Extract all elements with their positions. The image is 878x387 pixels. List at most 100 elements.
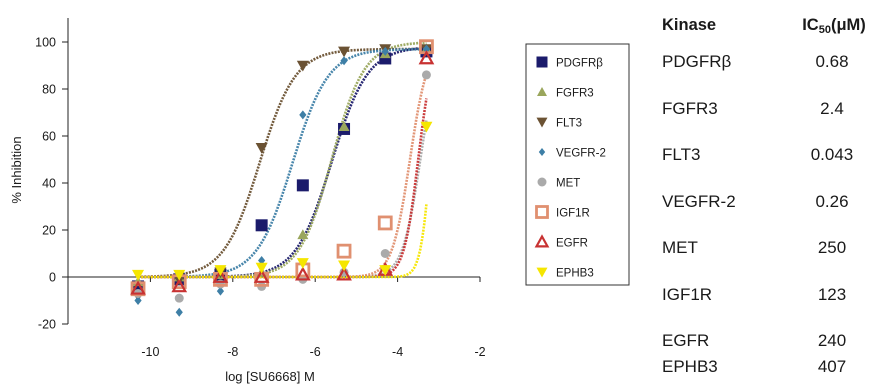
data-point-7-3 bbox=[255, 262, 268, 274]
plot-area: -20 0 20 40 60 80 100 -10 -8 -6 -4 -2 log [SU6668] M… bbox=[9, 18, 486, 384]
x-tick-label: -10 bbox=[141, 345, 159, 359]
table-cell-kinase: IGF1R bbox=[662, 285, 713, 304]
table-header-kinase: Kinase bbox=[662, 16, 717, 34]
y-tick-label: 0 bbox=[49, 271, 56, 285]
y-tick-label: 40 bbox=[42, 177, 56, 191]
data-point-1-5 bbox=[338, 121, 350, 131]
data-point-1-4 bbox=[297, 229, 309, 240]
series-curve-1 bbox=[138, 41, 427, 279]
ic50-header-unit: (μM) bbox=[830, 16, 866, 34]
data-point-0-6 bbox=[379, 52, 392, 65]
ic50-header-sub: 50 bbox=[818, 24, 831, 36]
legend-marker-4 bbox=[537, 177, 547, 187]
data-point-6-1 bbox=[171, 278, 188, 293]
data-point-3-7 bbox=[422, 44, 431, 54]
data-point-6-3 bbox=[253, 268, 270, 283]
y-tick-label: 100 bbox=[35, 36, 56, 50]
ic50-header-main: IC bbox=[802, 16, 819, 34]
legend-label-5: IGF1R bbox=[556, 208, 590, 220]
x-tick-label: -4 bbox=[392, 345, 403, 359]
x-axis-title: log [SU6668] M bbox=[225, 369, 315, 384]
data-point-7-2 bbox=[214, 265, 227, 276]
data-point-3-0 bbox=[134, 296, 142, 305]
table-row: PDGFRβ 0.68 bbox=[648, 52, 874, 82]
data-point-5-6 bbox=[377, 215, 393, 231]
table-cell-kinase: EGFR bbox=[662, 331, 710, 350]
data-point-6-4 bbox=[294, 266, 311, 281]
data-point-4-1 bbox=[174, 293, 184, 303]
legend-marker-2 bbox=[536, 117, 548, 128]
legend-label-3: VEGFR-2 bbox=[556, 148, 606, 160]
data-point-3-2 bbox=[216, 286, 225, 296]
table-row: IGF1R 123 bbox=[648, 285, 874, 315]
data-point-7-7 bbox=[420, 121, 433, 133]
data-point-6-5 bbox=[336, 266, 352, 281]
data-point-7-6 bbox=[379, 265, 392, 276]
data-point-6-7 bbox=[418, 50, 435, 65]
y-tick-label: 80 bbox=[42, 83, 56, 97]
legend: PDGFRβ FGFR3 FLT3 VEGFR-2 MET IGF1R EGFR EPHB3 bbox=[525, 43, 630, 286]
y-tick-label: 60 bbox=[42, 130, 56, 144]
y-tick-label: -20 bbox=[38, 318, 56, 332]
data-point-2-4 bbox=[296, 60, 309, 72]
data-point-2-5 bbox=[338, 46, 351, 58]
data-point-3-6 bbox=[381, 46, 389, 56]
series-curve-3 bbox=[138, 47, 427, 279]
data-point-3-1 bbox=[175, 307, 183, 317]
table-row: MET 250 bbox=[648, 238, 874, 268]
x-tick-label: -8 bbox=[227, 345, 238, 359]
data-point-6-0 bbox=[130, 280, 146, 295]
table-row: FGFR3 2.4 bbox=[648, 99, 874, 129]
table-header-ic50: IC50(μM) bbox=[796, 16, 872, 36]
data-point-0-4 bbox=[296, 179, 309, 192]
table-cell-ic50: 0.26 bbox=[815, 192, 849, 211]
table-cell-ic50: 123 bbox=[817, 285, 847, 304]
data-point-6-2 bbox=[212, 268, 229, 283]
data-point-5-5 bbox=[336, 243, 352, 259]
table-header-row: Kinase IC50(μM) bbox=[648, 16, 874, 46]
data-point-7-5 bbox=[338, 260, 351, 272]
x-tick-label: -6 bbox=[310, 345, 321, 359]
legend-marker-5 bbox=[535, 205, 549, 219]
data-point-4-7 bbox=[421, 70, 431, 80]
legend-label-6: EGFR bbox=[556, 238, 588, 250]
table-cell-kinase: FGFR3 bbox=[662, 99, 718, 118]
table-row: EGFR 240 bbox=[648, 331, 874, 361]
table-row: VEGFR-2 0.26 bbox=[648, 192, 874, 222]
data-point-3-4 bbox=[299, 110, 307, 120]
legend-marker-1 bbox=[537, 87, 547, 96]
legend-label-4: MET bbox=[556, 178, 580, 190]
series-curve-5 bbox=[138, 73, 428, 279]
data-point-2-3 bbox=[255, 142, 268, 154]
table-cell-ic50: 407 bbox=[817, 357, 847, 376]
legend-label-2: FLT3 bbox=[556, 118, 582, 130]
data-point-3-5 bbox=[340, 56, 348, 66]
table-cell-kinase: VEGFR-2 bbox=[662, 192, 736, 211]
series-curve-2 bbox=[138, 47, 427, 278]
data-point-0-3 bbox=[255, 219, 268, 232]
legend-marker-7 bbox=[536, 267, 548, 278]
table-cell-ic50: 0.043 bbox=[810, 145, 854, 164]
legend-label-7: EPHB3 bbox=[556, 268, 594, 280]
data-point-7-4 bbox=[296, 258, 309, 269]
data-point-7-0 bbox=[132, 269, 145, 281]
y-axis-title: % Inhibition bbox=[9, 136, 24, 203]
table-cell-kinase: PDGFRβ bbox=[662, 52, 732, 71]
data-point-7-1 bbox=[173, 269, 186, 281]
legend-box bbox=[525, 43, 630, 286]
table-row: FLT3 0.043 bbox=[648, 145, 874, 175]
table-cell-kinase: EPHB3 bbox=[662, 357, 718, 376]
table-cell-ic50: 0.68 bbox=[815, 52, 849, 71]
legend-marker-0 bbox=[536, 56, 548, 68]
table-cell-ic50: 250 bbox=[817, 238, 847, 257]
table-row: EPHB3 407 bbox=[648, 357, 874, 387]
legend-label-1: FGFR3 bbox=[556, 88, 594, 100]
table-cell-kinase: MET bbox=[662, 238, 698, 257]
legend-marker-6 bbox=[534, 234, 550, 248]
data-point-4-6 bbox=[380, 249, 390, 258]
series-curve-0 bbox=[138, 46, 427, 279]
table-cell-ic50: 240 bbox=[817, 331, 847, 350]
table-cell-ic50: 2.4 bbox=[820, 99, 844, 118]
y-tick-label: 20 bbox=[42, 224, 56, 238]
